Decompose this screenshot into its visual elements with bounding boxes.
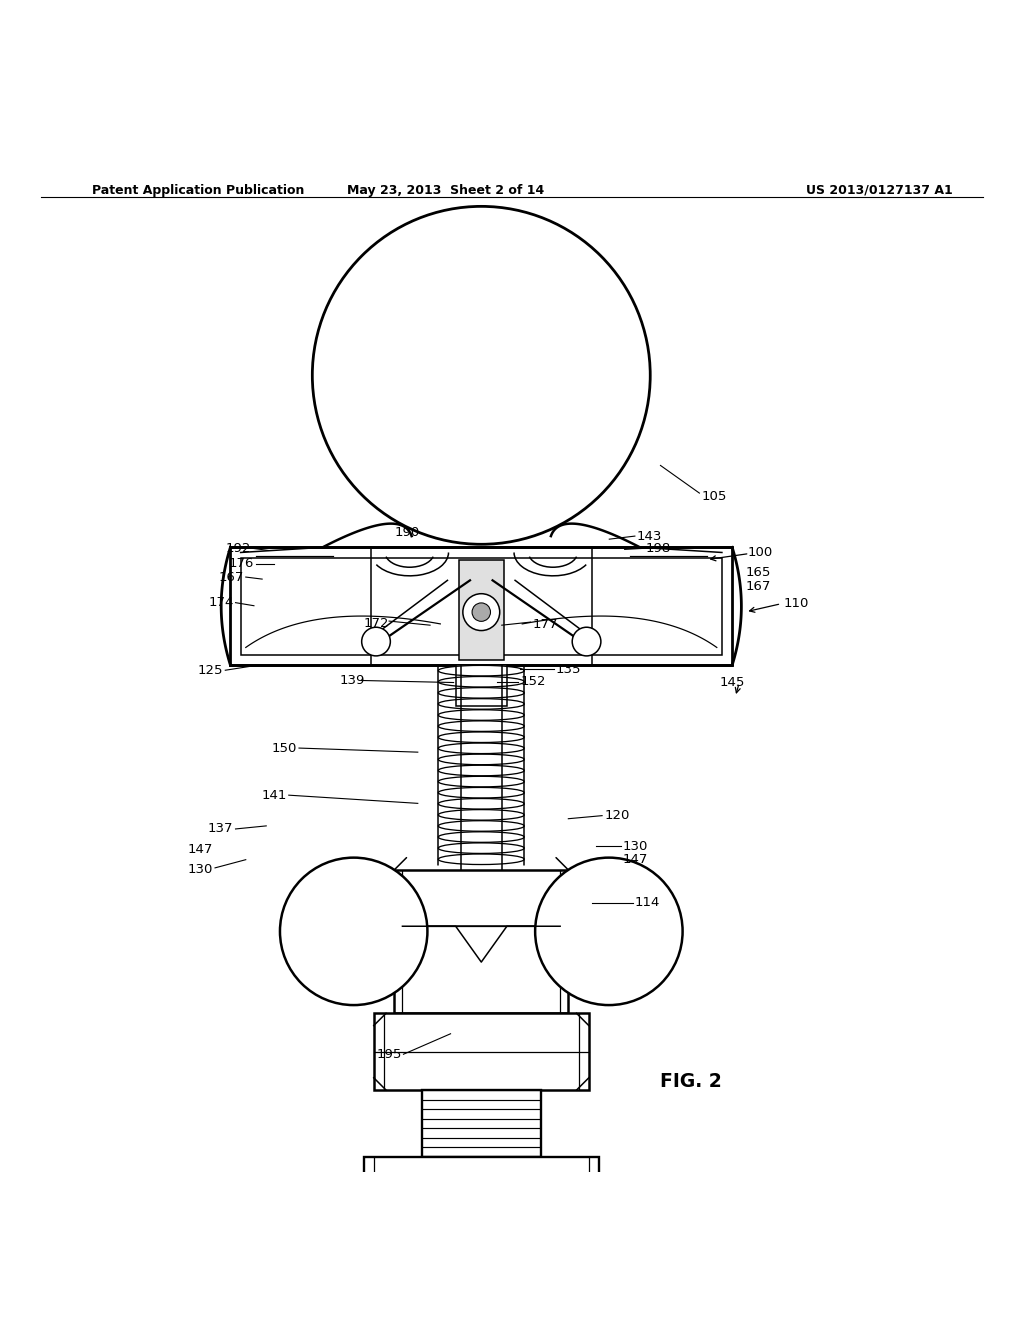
Bar — [364, 1156, 599, 1179]
Text: 152: 152 — [520, 675, 546, 688]
Circle shape — [361, 627, 390, 656]
Text: 105: 105 — [701, 490, 727, 503]
Text: 100: 100 — [748, 546, 773, 558]
Text: 177: 177 — [532, 618, 558, 631]
Text: 167: 167 — [218, 570, 244, 583]
Text: 135: 135 — [556, 663, 582, 676]
Text: 114: 114 — [635, 896, 660, 909]
Bar — [459, 560, 504, 660]
Text: 137: 137 — [208, 822, 233, 836]
Text: 143: 143 — [637, 529, 663, 543]
Bar — [230, 548, 732, 665]
Text: 198: 198 — [645, 543, 671, 554]
Text: 147: 147 — [187, 843, 213, 855]
Circle shape — [536, 858, 683, 1005]
Text: 110: 110 — [783, 597, 809, 610]
Text: 145: 145 — [720, 676, 745, 689]
Text: 130: 130 — [187, 863, 213, 876]
Text: 147: 147 — [623, 853, 648, 866]
Circle shape — [312, 206, 650, 544]
Circle shape — [280, 858, 427, 1005]
Text: 176: 176 — [228, 557, 254, 570]
Text: 195: 195 — [377, 1048, 402, 1061]
Text: May 23, 2013  Sheet 2 of 14: May 23, 2013 Sheet 2 of 14 — [347, 183, 544, 197]
Bar — [453, 1179, 509, 1189]
Text: 141: 141 — [261, 788, 287, 801]
Text: 190: 190 — [394, 525, 420, 539]
Text: US 2013/0127137 A1: US 2013/0127137 A1 — [806, 183, 952, 197]
Text: 174: 174 — [208, 597, 233, 609]
Text: 150: 150 — [271, 742, 297, 755]
Text: 139: 139 — [340, 675, 366, 686]
Text: 130: 130 — [623, 840, 648, 853]
Text: 165: 165 — [745, 566, 771, 579]
Circle shape — [463, 594, 500, 631]
Bar — [241, 557, 722, 655]
Circle shape — [572, 627, 601, 656]
Bar — [457, 548, 506, 576]
Text: 172: 172 — [364, 616, 389, 630]
Text: Patent Application Publication: Patent Application Publication — [92, 183, 304, 197]
Circle shape — [472, 603, 490, 622]
Text: 120: 120 — [604, 809, 630, 822]
Bar — [394, 870, 568, 1014]
Text: 125: 125 — [198, 664, 223, 677]
Bar — [374, 1014, 589, 1090]
Text: 192: 192 — [225, 543, 251, 554]
Text: 167: 167 — [745, 579, 771, 593]
Text: FIG. 2: FIG. 2 — [660, 1072, 722, 1092]
Bar — [422, 1090, 541, 1156]
Bar — [456, 665, 507, 706]
